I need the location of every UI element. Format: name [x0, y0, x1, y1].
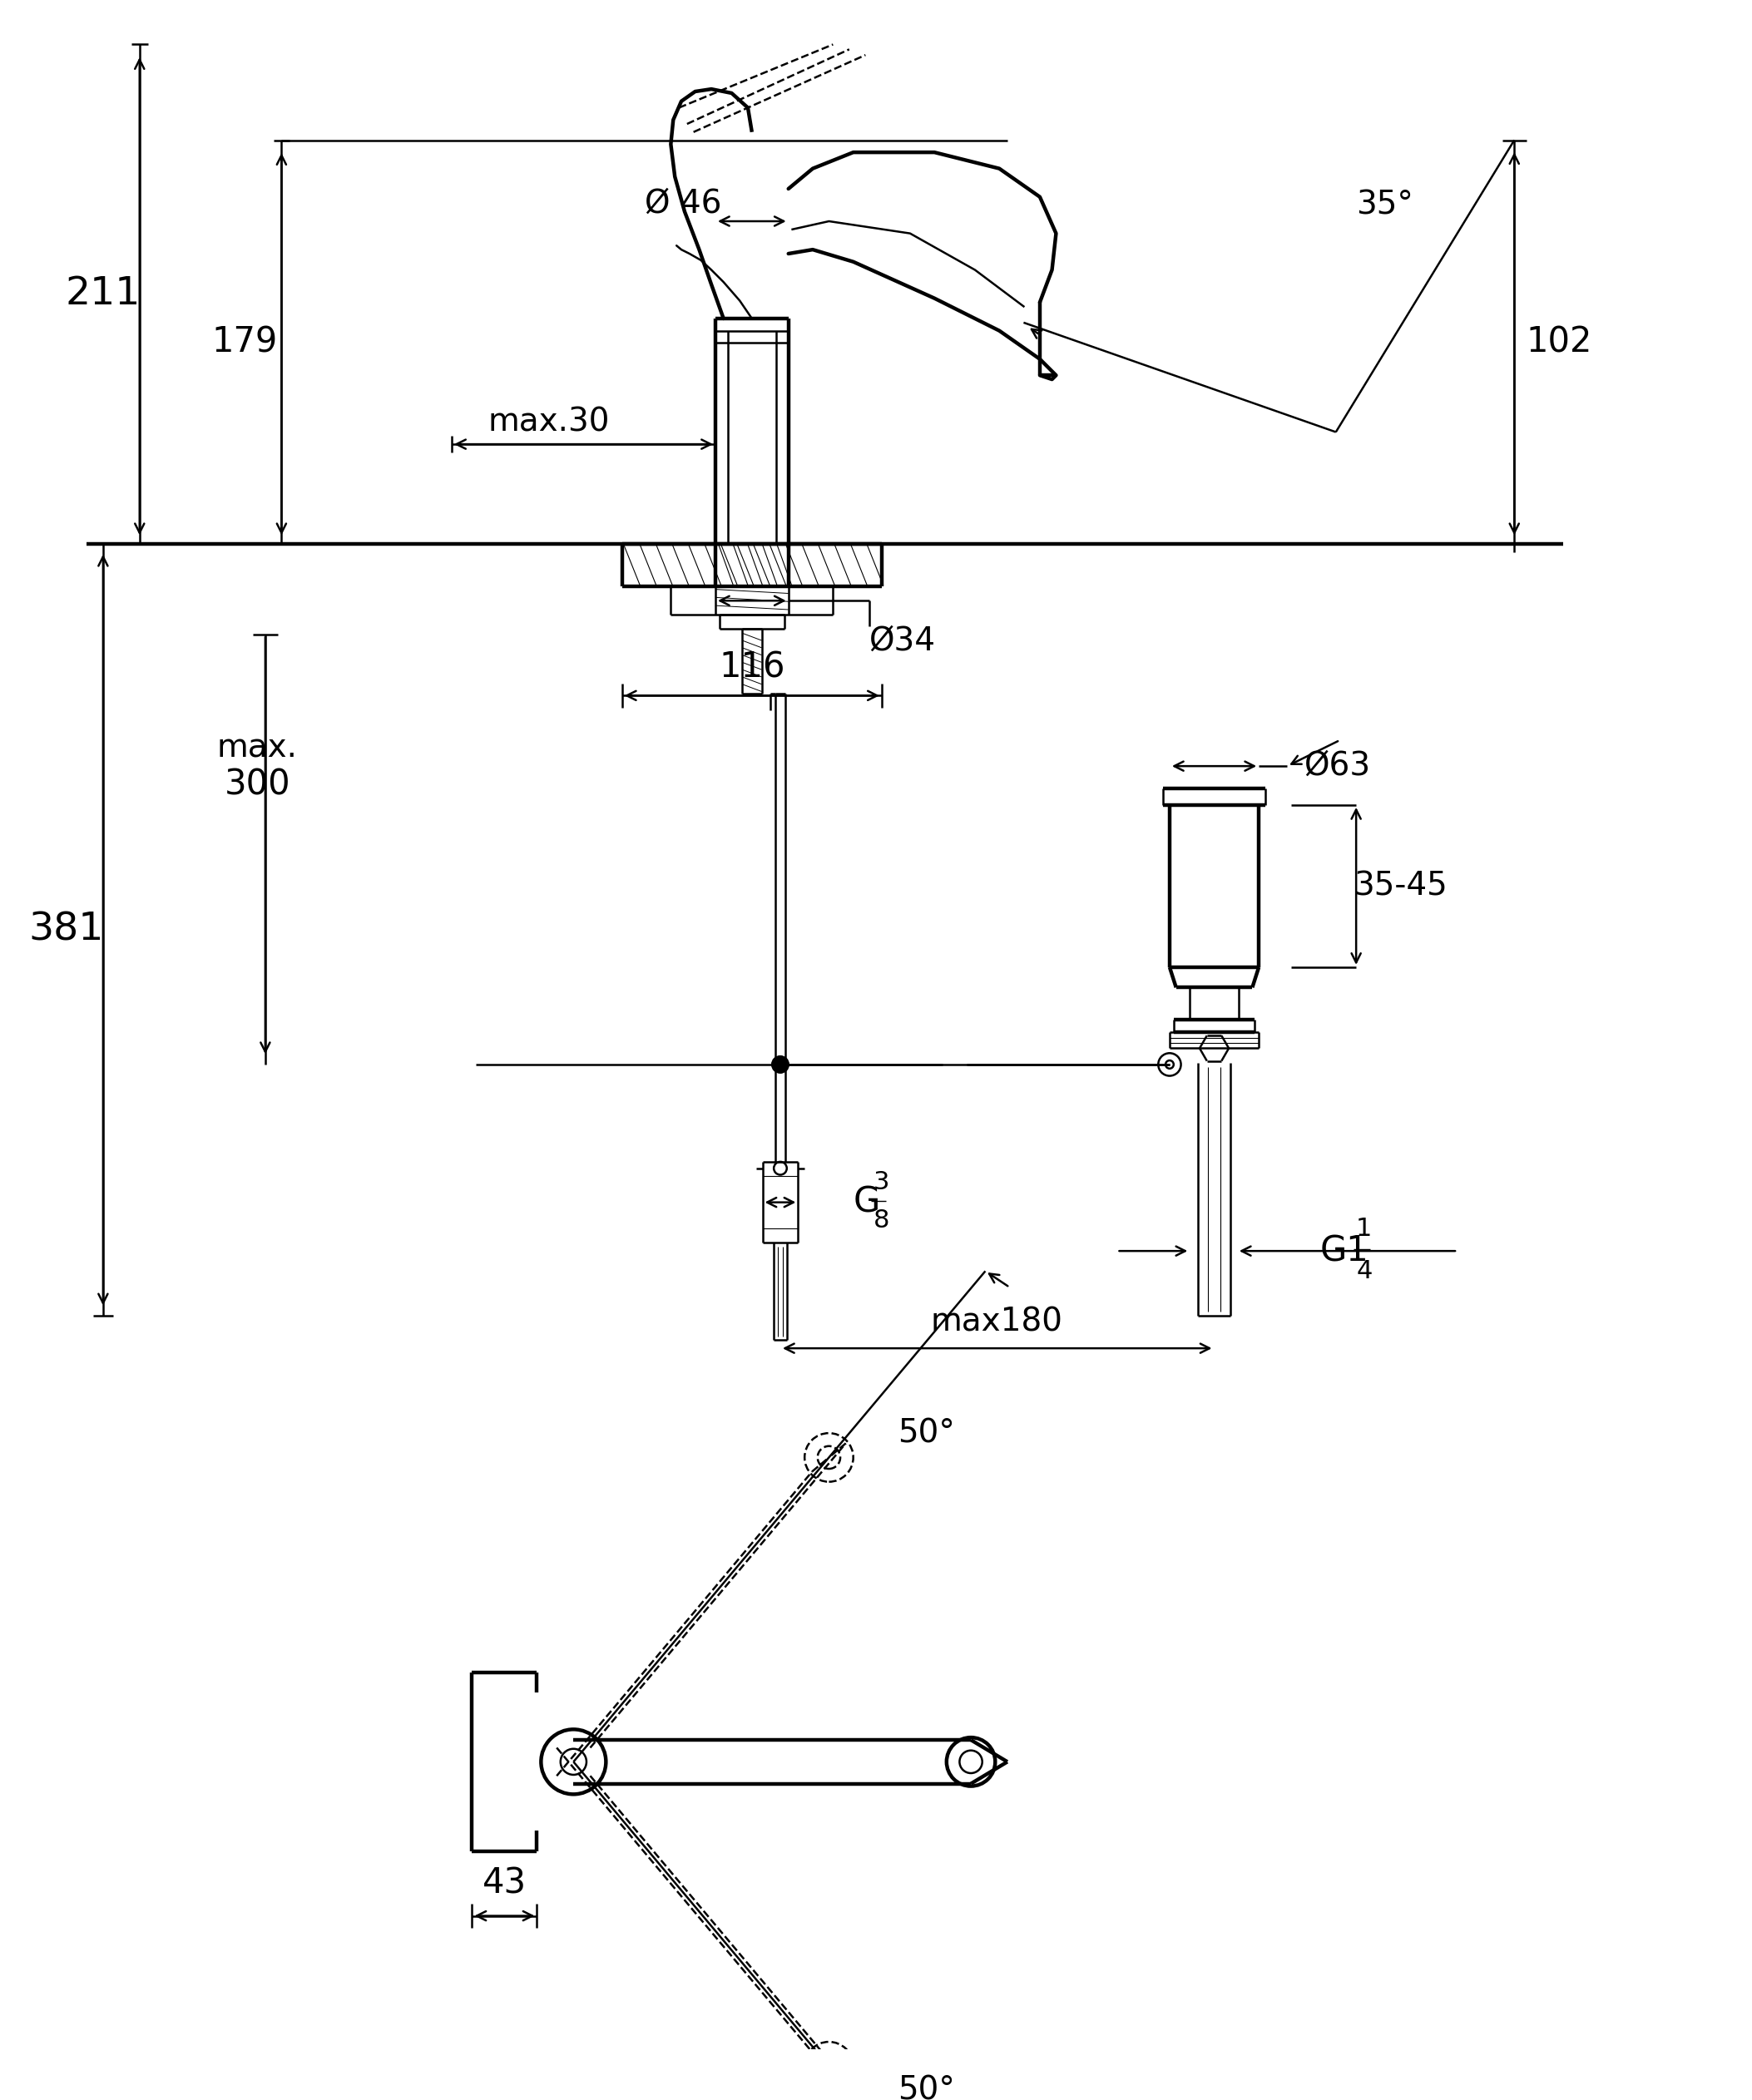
Text: 1: 1: [1356, 1218, 1372, 1241]
Text: 3: 3: [874, 1170, 890, 1195]
Text: Ø 46: Ø 46: [645, 187, 722, 218]
Text: 102: 102: [1526, 326, 1593, 359]
Text: 50°: 50°: [897, 1418, 955, 1449]
Text: max180: max180: [930, 1306, 1063, 1338]
Text: 116: 116: [718, 649, 785, 685]
Text: 4: 4: [1356, 1260, 1372, 1283]
Text: 35-45: 35-45: [1354, 869, 1447, 901]
Text: Ø63: Ø63: [1303, 750, 1370, 781]
Text: G: G: [853, 1184, 880, 1220]
Text: 211: 211: [65, 275, 140, 313]
Text: 43: 43: [482, 1867, 527, 1900]
Text: max.30: max.30: [489, 407, 610, 439]
Text: Ø34: Ø34: [869, 626, 936, 657]
Text: 8: 8: [874, 1210, 890, 1233]
Text: 381: 381: [30, 911, 103, 949]
Text: 300: 300: [224, 766, 291, 802]
Text: G1: G1: [1319, 1233, 1368, 1268]
Text: 179: 179: [212, 326, 279, 359]
Text: 35°: 35°: [1356, 189, 1414, 220]
Text: max.: max.: [217, 733, 298, 764]
Text: 50°: 50°: [897, 2075, 955, 2100]
Circle shape: [773, 1056, 788, 1073]
